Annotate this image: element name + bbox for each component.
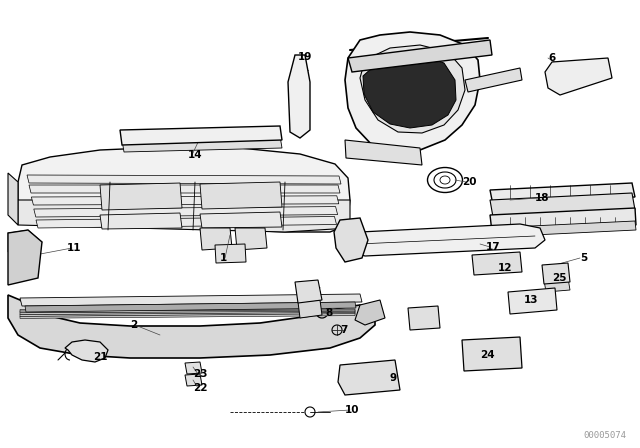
Polygon shape <box>215 244 246 263</box>
Text: 9: 9 <box>390 373 397 383</box>
Text: 15: 15 <box>308 287 323 297</box>
Polygon shape <box>334 218 368 262</box>
Text: 12: 12 <box>498 263 513 273</box>
Polygon shape <box>20 309 355 311</box>
Polygon shape <box>363 55 456 128</box>
Polygon shape <box>462 337 522 371</box>
Polygon shape <box>185 362 202 374</box>
Polygon shape <box>542 263 570 284</box>
Text: 10: 10 <box>345 405 360 415</box>
Polygon shape <box>20 314 355 319</box>
Polygon shape <box>18 200 350 232</box>
Polygon shape <box>18 147 350 232</box>
Polygon shape <box>408 306 440 330</box>
Polygon shape <box>472 252 522 275</box>
Text: 7: 7 <box>340 325 348 335</box>
Polygon shape <box>288 55 310 138</box>
Polygon shape <box>200 228 232 250</box>
Text: 20: 20 <box>462 177 477 187</box>
Polygon shape <box>345 32 480 152</box>
Polygon shape <box>200 182 282 209</box>
Text: 21: 21 <box>93 352 108 362</box>
Polygon shape <box>30 185 338 210</box>
Text: 6: 6 <box>548 53 556 63</box>
Polygon shape <box>100 183 182 210</box>
Text: 16: 16 <box>413 310 428 320</box>
Polygon shape <box>200 212 282 228</box>
Text: 22: 22 <box>193 383 207 393</box>
Text: 2: 2 <box>130 320 137 330</box>
Text: 5: 5 <box>580 253 588 263</box>
Polygon shape <box>36 216 337 228</box>
Polygon shape <box>298 300 322 318</box>
Polygon shape <box>8 230 42 252</box>
Polygon shape <box>490 193 635 217</box>
Polygon shape <box>490 183 635 205</box>
Polygon shape <box>490 208 636 232</box>
Polygon shape <box>31 196 339 205</box>
Polygon shape <box>185 374 202 386</box>
Polygon shape <box>338 360 400 395</box>
Polygon shape <box>29 185 340 193</box>
Polygon shape <box>20 294 362 306</box>
Text: 1: 1 <box>220 253 227 263</box>
Polygon shape <box>350 224 545 256</box>
Polygon shape <box>27 175 341 184</box>
Text: 25: 25 <box>552 273 566 283</box>
Polygon shape <box>122 136 282 152</box>
Text: 8: 8 <box>325 308 332 318</box>
Polygon shape <box>65 340 108 362</box>
Text: 24: 24 <box>480 350 495 360</box>
Text: 23: 23 <box>193 369 207 379</box>
Polygon shape <box>490 221 636 237</box>
Text: 18: 18 <box>535 193 550 203</box>
Text: 14: 14 <box>188 150 203 160</box>
Polygon shape <box>345 140 422 165</box>
Text: 3: 3 <box>355 223 362 233</box>
Polygon shape <box>120 126 282 145</box>
Text: 4: 4 <box>360 60 367 70</box>
Text: 19: 19 <box>298 52 312 62</box>
Text: 00005074: 00005074 <box>584 431 627 439</box>
Polygon shape <box>8 173 18 225</box>
Polygon shape <box>20 312 355 317</box>
Polygon shape <box>465 68 522 92</box>
Text: 13: 13 <box>524 295 538 305</box>
Text: 11: 11 <box>67 243 81 253</box>
Polygon shape <box>555 68 607 82</box>
Text: 17: 17 <box>486 242 500 252</box>
Polygon shape <box>235 228 267 250</box>
Polygon shape <box>295 280 322 303</box>
Polygon shape <box>544 278 570 292</box>
Polygon shape <box>20 311 355 315</box>
Polygon shape <box>360 45 465 133</box>
Polygon shape <box>20 310 355 313</box>
Polygon shape <box>545 58 612 95</box>
Polygon shape <box>8 230 42 285</box>
Polygon shape <box>34 207 338 217</box>
Polygon shape <box>25 302 356 312</box>
Polygon shape <box>100 213 182 229</box>
Polygon shape <box>348 40 492 72</box>
Polygon shape <box>508 288 557 314</box>
Polygon shape <box>8 295 375 358</box>
Polygon shape <box>355 300 385 325</box>
